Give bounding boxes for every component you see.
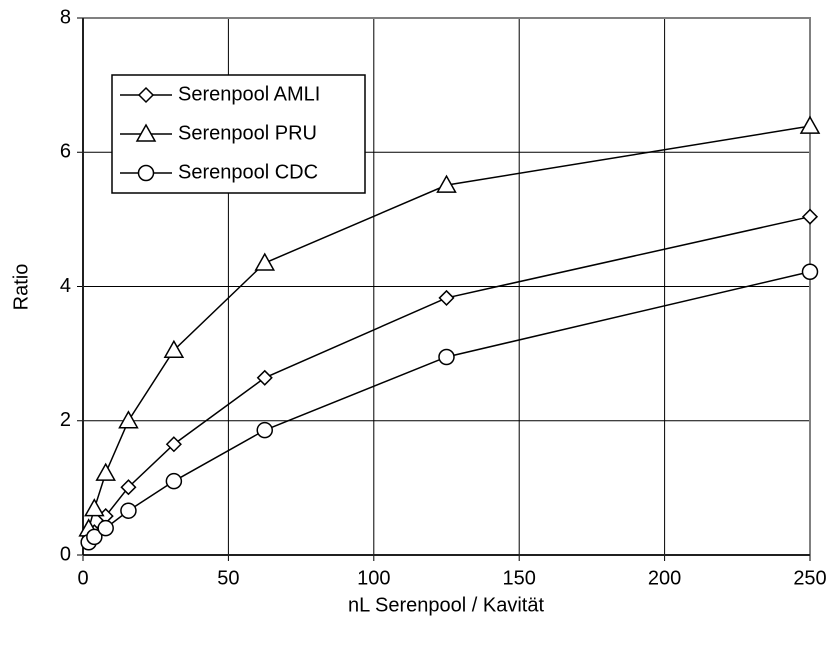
marker xyxy=(137,164,155,182)
marker xyxy=(120,502,137,519)
marker xyxy=(135,123,157,142)
legend-label: Serenpool CDC xyxy=(178,161,318,183)
y-tick-label: 6 xyxy=(60,141,71,163)
marker xyxy=(84,498,105,517)
marker xyxy=(118,410,139,429)
x-tick-label: 200 xyxy=(648,567,681,589)
marker xyxy=(256,421,273,439)
series-line xyxy=(88,271,811,543)
series-line xyxy=(88,215,811,541)
marker xyxy=(254,252,276,271)
x-tick-label: 50 xyxy=(217,567,239,589)
marker xyxy=(137,86,155,104)
marker xyxy=(436,174,457,193)
x-tick-label: 0 xyxy=(77,567,88,589)
marker xyxy=(97,519,114,537)
marker xyxy=(438,348,455,366)
y-axis-title: Ratio xyxy=(10,264,32,311)
y-tick-label: 2 xyxy=(60,409,71,431)
marker xyxy=(165,436,182,453)
marker xyxy=(120,479,137,496)
marker xyxy=(256,369,273,386)
x-tick-label: 100 xyxy=(357,567,390,589)
y-tick-label: 0 xyxy=(60,543,71,565)
marker xyxy=(163,339,185,359)
y-tick-label: 4 xyxy=(60,275,71,297)
x-tick-label: 250 xyxy=(793,567,826,589)
marker xyxy=(165,472,183,490)
marker xyxy=(799,115,821,134)
marker xyxy=(801,263,819,280)
marker xyxy=(438,289,455,306)
marker xyxy=(801,208,819,225)
y-tick-label: 8 xyxy=(60,6,71,28)
legend-label: Serenpool PRU xyxy=(178,122,317,144)
marker xyxy=(95,462,116,481)
x-axis-title: nL Serenpool / Kavität xyxy=(348,594,544,616)
x-tick-label: 150 xyxy=(503,567,536,589)
legend-label: Serenpool AMLI xyxy=(178,83,320,105)
marker xyxy=(86,528,103,546)
